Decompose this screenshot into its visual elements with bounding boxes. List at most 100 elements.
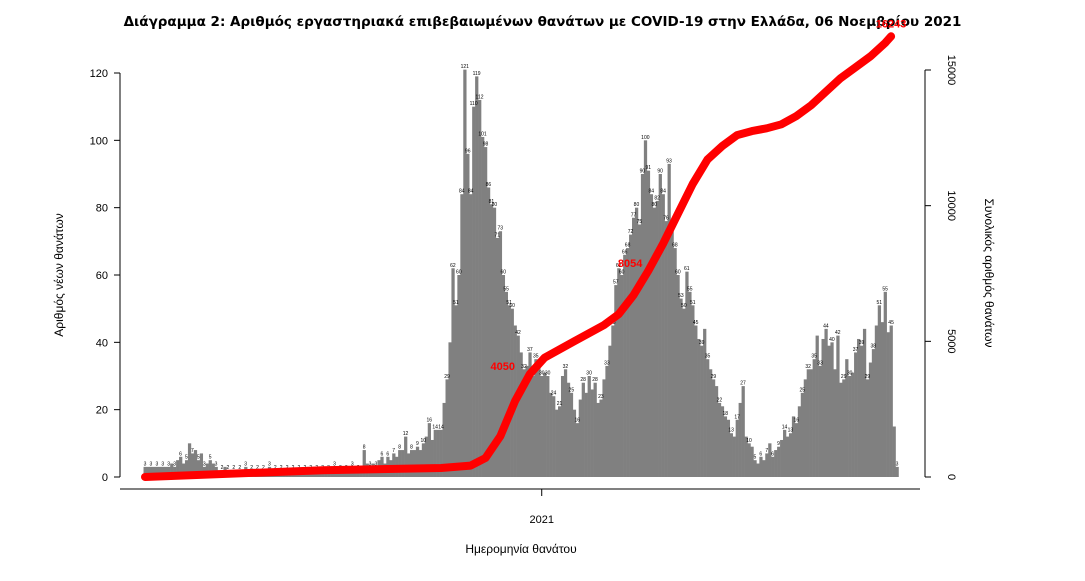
bar [442, 402, 446, 477]
bar-value-label: 32 [563, 364, 569, 370]
bar [886, 332, 890, 477]
bar [848, 376, 852, 477]
bar [833, 369, 837, 477]
bar [211, 463, 215, 477]
bar [412, 450, 417, 477]
bar [176, 460, 180, 477]
bar [800, 392, 805, 477]
bar [780, 439, 784, 477]
bar [818, 365, 822, 477]
bar [193, 450, 198, 477]
bar [759, 456, 763, 477]
bar [155, 466, 159, 477]
bar [486, 187, 491, 477]
bar-value-label: 37 [853, 347, 859, 353]
bar [489, 204, 494, 478]
bar [646, 170, 651, 477]
bar-value-label: 2 [280, 465, 283, 471]
bar-value-label: 60 [456, 270, 462, 276]
bar-value-label: 14 [782, 424, 788, 430]
bar-value-label: 72 [628, 229, 634, 235]
bar-value-label: 30 [545, 371, 551, 377]
bar [575, 423, 580, 477]
bar-value-label: 32 [521, 364, 527, 370]
bar [558, 406, 562, 477]
bar-value-label: 90 [640, 169, 646, 175]
bar [768, 443, 772, 477]
bar-value-label: 55 [687, 286, 693, 292]
bar [599, 399, 603, 477]
bar [569, 392, 574, 477]
right-axis-tick-label: 5000 [945, 329, 957, 353]
bar [614, 285, 618, 477]
bar [714, 386, 719, 477]
bar [661, 194, 665, 477]
bar-value-label: 71 [495, 232, 501, 238]
bar [806, 369, 810, 477]
bar [481, 136, 485, 477]
bar [418, 450, 423, 477]
bar [587, 376, 591, 477]
bar [504, 291, 508, 477]
bar-value-label: 5 [753, 455, 756, 461]
bar [158, 466, 162, 477]
bar [676, 275, 680, 477]
bar-value-label: 16 [794, 418, 800, 424]
bar-value-label: 6 [380, 451, 383, 457]
bar-value-label: 33 [604, 360, 610, 366]
bar-value-label: 33 [817, 360, 823, 366]
bar-value-label: 42 [835, 330, 841, 336]
bar [812, 359, 816, 477]
bar [803, 379, 807, 477]
bar [783, 429, 787, 477]
bar-value-label: 8 [410, 445, 413, 451]
bar [516, 335, 520, 477]
bar-value-label: 35 [811, 354, 817, 360]
bar-value-label: 35 [705, 354, 711, 360]
bar [507, 305, 511, 477]
bar-value-label: 84 [459, 189, 465, 195]
bar-value-label: 121 [461, 64, 470, 70]
bar-value-label: 28 [592, 377, 598, 383]
bar [143, 466, 147, 477]
x-axis-title: Ημερομηνία θανάτου [465, 542, 576, 556]
bar-value-label: 66 [622, 249, 628, 255]
bar [525, 365, 529, 477]
bar [629, 234, 633, 477]
bar-value-label: 3 [155, 461, 158, 467]
bar-value-label: 13 [788, 428, 794, 434]
bar [522, 369, 526, 477]
bar [409, 450, 414, 477]
bar [205, 463, 209, 477]
bars-layer [143, 69, 899, 478]
bar [398, 450, 402, 477]
bar [152, 466, 156, 477]
bar-value-label: 57 [613, 280, 619, 286]
bar [839, 382, 843, 477]
bar [537, 365, 541, 477]
bar-value-label: 9 [777, 441, 780, 447]
bar-value-label: 2 [256, 465, 259, 471]
bar [454, 305, 458, 477]
bar-value-label: 55 [882, 286, 888, 292]
bar-value-label: 29 [711, 374, 717, 380]
bar-value-label: 81 [489, 199, 495, 205]
bar [851, 372, 855, 477]
bar [605, 365, 609, 477]
bar [720, 406, 725, 477]
bar [457, 275, 461, 477]
bar [448, 342, 452, 477]
bar [892, 426, 896, 477]
bar-value-label: 68 [625, 243, 631, 249]
left-axis-tick-label: 0 [102, 472, 108, 484]
bar [859, 345, 864, 477]
bar-value-label: 119 [473, 71, 481, 77]
y-left-axis-title: Αριθμός νέων θανάτων [52, 213, 66, 336]
bar-value-label: 68 [672, 243, 678, 249]
bar [478, 99, 482, 478]
bar [495, 237, 500, 477]
bar [472, 106, 476, 478]
bar-value-label: 100 [641, 135, 650, 141]
bar [697, 338, 701, 477]
